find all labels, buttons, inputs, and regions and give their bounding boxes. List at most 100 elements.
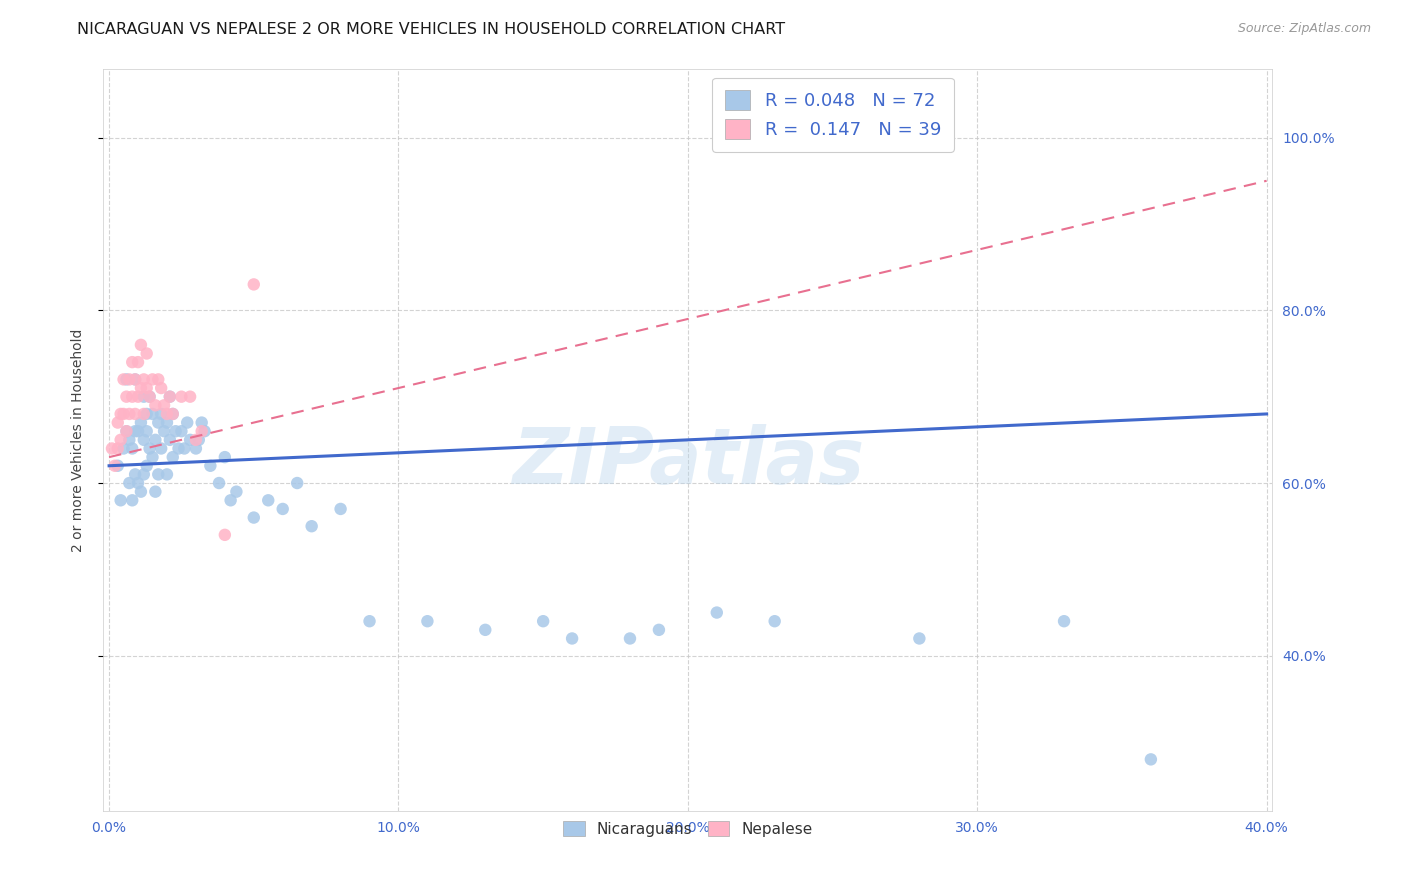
- Point: [1140, 752, 1163, 766]
- Point: [156, 467, 179, 482]
- Point: [162, 407, 184, 421]
- Point: [150, 442, 173, 456]
- Point: [135, 407, 157, 421]
- Point: [150, 381, 173, 395]
- Point: [127, 355, 149, 369]
- Point: [118, 476, 141, 491]
- Point: [214, 528, 236, 542]
- Point: [184, 442, 207, 456]
- Point: [141, 450, 163, 464]
- Point: [110, 493, 132, 508]
- Point: [159, 390, 181, 404]
- Point: [301, 519, 323, 533]
- Point: [115, 424, 138, 438]
- Point: [165, 424, 187, 438]
- Point: [150, 407, 173, 421]
- Point: [118, 407, 141, 421]
- Point: [104, 458, 127, 473]
- Point: [138, 390, 160, 404]
- Point: [159, 390, 181, 404]
- Point: [110, 433, 132, 447]
- Point: [156, 407, 179, 421]
- Point: [162, 407, 184, 421]
- Point: [107, 442, 129, 456]
- Point: [159, 433, 181, 447]
- Point: [132, 467, 155, 482]
- Point: [112, 372, 135, 386]
- Point: [129, 381, 152, 395]
- Point: [127, 476, 149, 491]
- Point: [129, 484, 152, 499]
- Point: [132, 372, 155, 386]
- Point: [135, 381, 157, 395]
- Point: [176, 416, 198, 430]
- Point: [156, 416, 179, 430]
- Point: [242, 510, 264, 524]
- Point: [121, 355, 143, 369]
- Point: [167, 442, 190, 456]
- Point: [257, 493, 280, 508]
- Point: [141, 407, 163, 421]
- Point: [132, 390, 155, 404]
- Point: [115, 372, 138, 386]
- Point: [124, 407, 146, 421]
- Point: [187, 433, 209, 447]
- Point: [531, 614, 554, 628]
- Point: [124, 467, 146, 482]
- Point: [121, 390, 143, 404]
- Point: [219, 493, 242, 508]
- Point: [179, 433, 201, 447]
- Point: [127, 424, 149, 438]
- Point: [132, 433, 155, 447]
- Point: [208, 476, 231, 491]
- Point: [214, 450, 236, 464]
- Point: [153, 424, 176, 438]
- Point: [127, 390, 149, 404]
- Point: [141, 372, 163, 386]
- Point: [706, 606, 728, 620]
- Point: [648, 623, 671, 637]
- Point: [359, 614, 381, 628]
- Point: [115, 390, 138, 404]
- Point: [132, 407, 155, 421]
- Point: [138, 390, 160, 404]
- Point: [194, 424, 217, 438]
- Point: [145, 484, 167, 499]
- Point: [619, 632, 641, 646]
- Point: [179, 390, 201, 404]
- Legend: Nicaraguans, Nepalese: Nicaraguans, Nepalese: [555, 814, 820, 845]
- Point: [148, 467, 170, 482]
- Point: [200, 458, 222, 473]
- Point: [416, 614, 439, 628]
- Point: [135, 458, 157, 473]
- Y-axis label: 2 or more Vehicles in Household: 2 or more Vehicles in Household: [72, 328, 86, 551]
- Point: [173, 442, 195, 456]
- Point: [908, 632, 931, 646]
- Point: [112, 407, 135, 421]
- Point: [148, 372, 170, 386]
- Point: [124, 424, 146, 438]
- Point: [107, 416, 129, 430]
- Point: [148, 416, 170, 430]
- Point: [170, 390, 193, 404]
- Point: [129, 338, 152, 352]
- Point: [124, 372, 146, 386]
- Point: [763, 614, 786, 628]
- Point: [115, 424, 138, 438]
- Point: [110, 407, 132, 421]
- Point: [561, 632, 583, 646]
- Point: [190, 416, 212, 430]
- Point: [145, 398, 167, 412]
- Point: [271, 502, 294, 516]
- Point: [124, 372, 146, 386]
- Point: [135, 346, 157, 360]
- Point: [190, 424, 212, 438]
- Point: [121, 442, 143, 456]
- Point: [162, 450, 184, 464]
- Point: [135, 424, 157, 438]
- Point: [474, 623, 496, 637]
- Text: Source: ZipAtlas.com: Source: ZipAtlas.com: [1237, 22, 1371, 36]
- Point: [329, 502, 352, 516]
- Text: NICARAGUAN VS NEPALESE 2 OR MORE VEHICLES IN HOUSEHOLD CORRELATION CHART: NICARAGUAN VS NEPALESE 2 OR MORE VEHICLE…: [77, 22, 786, 37]
- Point: [112, 442, 135, 456]
